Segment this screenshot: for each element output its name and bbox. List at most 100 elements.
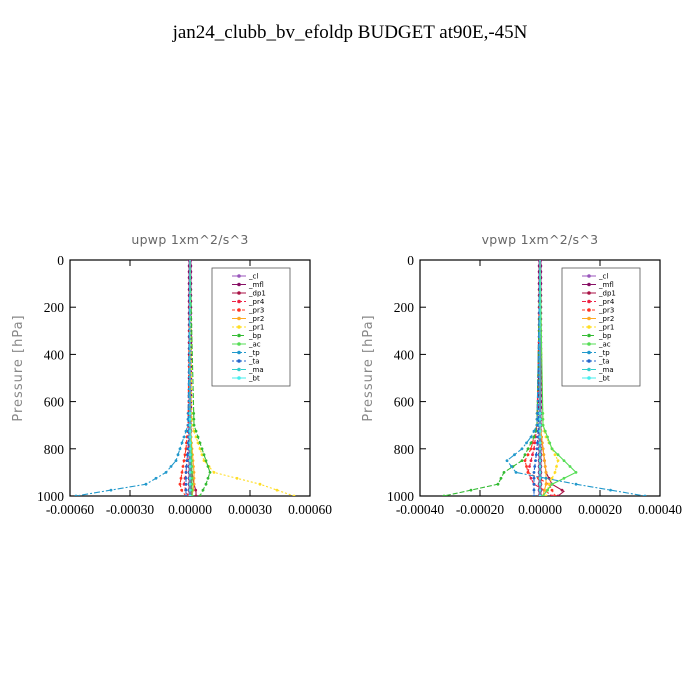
data-point [190,417,194,421]
data-point [609,488,612,492]
legend-label: _pr1 [598,324,614,332]
data-point [550,476,554,480]
chart-panel-vpwp: vpwp 1xm^2/s^3 Pressure [hPa] 0 200 400 600 80… [361,232,682,517]
data-point [208,471,212,474]
data-point [548,441,552,445]
legend-label: _bp [248,332,262,340]
data-point [109,488,113,492]
data-point [186,447,190,451]
data-point [192,429,196,433]
data-point [538,459,542,462]
data-point [258,482,262,486]
x-tick-label: 0.00060 [288,502,332,517]
data-point [188,429,192,433]
data-point [541,447,545,451]
data-point [541,417,545,421]
legend-marker [237,291,241,295]
data-point [546,435,549,439]
legend-marker [587,333,591,338]
data-point [188,447,192,451]
data-point [190,471,194,474]
data-point [198,494,202,496]
legend-box [561,267,641,387]
data-point [532,494,536,496]
legend-label: _cl [248,273,258,281]
legend-marker [237,308,241,312]
panel-title: upwp 1xm^2/s^3 [131,232,248,247]
data-point [543,488,546,492]
x-tick-label: 0.00000 [518,502,562,517]
data-point [532,471,536,474]
legend-marker [237,333,241,338]
data-point [184,482,188,486]
legend-marker [587,282,591,287]
data-point [186,453,189,457]
legend-marker [237,359,241,363]
legend-label: _bp [598,332,612,340]
data-point [194,488,198,492]
data-point [538,423,542,427]
legend-marker [587,274,591,278]
figure-title: jan24_clubb_bv_efoldp BUDGET at90E,-45N [172,22,528,43]
data-point [529,459,533,462]
data-point [532,476,536,480]
legend-label: _mfl [598,281,614,289]
data-point [513,453,516,457]
data-point [543,459,546,462]
legend-marker [237,342,241,346]
legend-label: _ac [248,341,261,349]
y-tick-label: 1000 [387,489,414,504]
data-point [183,453,187,457]
legend-label: _ma [248,366,264,374]
data-point [184,447,188,451]
legend-label: _pr3 [598,307,614,315]
data-point [520,447,524,451]
data-point [190,482,194,486]
data-point [182,435,186,439]
data-point [568,465,572,468]
data-point [553,453,557,457]
y-tick-label: 0 [407,253,414,268]
data-point [164,471,168,474]
legend-label: _ta [248,358,260,366]
data-point [520,459,524,462]
data-point [178,447,182,451]
legend: _cl_mfl_dp1_pr4_pr3_pr2_pr1_bp_ac_tp_ta_… [561,267,641,387]
y-axis-label: Pressure [hPa] [361,314,376,421]
chart-panel-upwp: upwp 1xm^2/s^3 Pressure [hPa] 0 200 400 600 80… [11,232,332,517]
legend-marker [237,282,241,287]
data-point [514,471,518,474]
data-point [540,441,544,445]
data-point [192,471,196,474]
data-point [235,476,239,480]
data-point [469,488,473,492]
x-tick-label: -0.00030 [106,502,155,517]
data-point [528,465,531,468]
data-point [555,465,558,468]
series-line-pr1 [539,260,559,496]
data-point [538,471,542,474]
y-tick-label: 400 [44,347,65,362]
x-tick-label: -0.00060 [46,502,95,517]
data-point [184,429,188,433]
data-point [538,453,542,457]
legend-label: _bt [598,375,610,383]
data-point [534,459,537,462]
data-point [538,488,542,492]
data-point [543,465,547,468]
data-point [562,476,566,480]
data-point [192,417,196,421]
data-point [74,494,78,496]
x-tick-label: -0.00020 [456,502,505,517]
legend-label: _pr1 [248,324,264,332]
legend-marker [587,359,591,363]
data-point [188,465,192,468]
data-point [544,494,548,496]
legend-label: _mfl [248,281,264,289]
data-point [541,494,545,496]
legend-label: _pr4 [248,298,265,306]
data-point [144,482,148,486]
data-point [184,476,188,480]
data-point [185,459,189,462]
data-point [179,476,183,480]
